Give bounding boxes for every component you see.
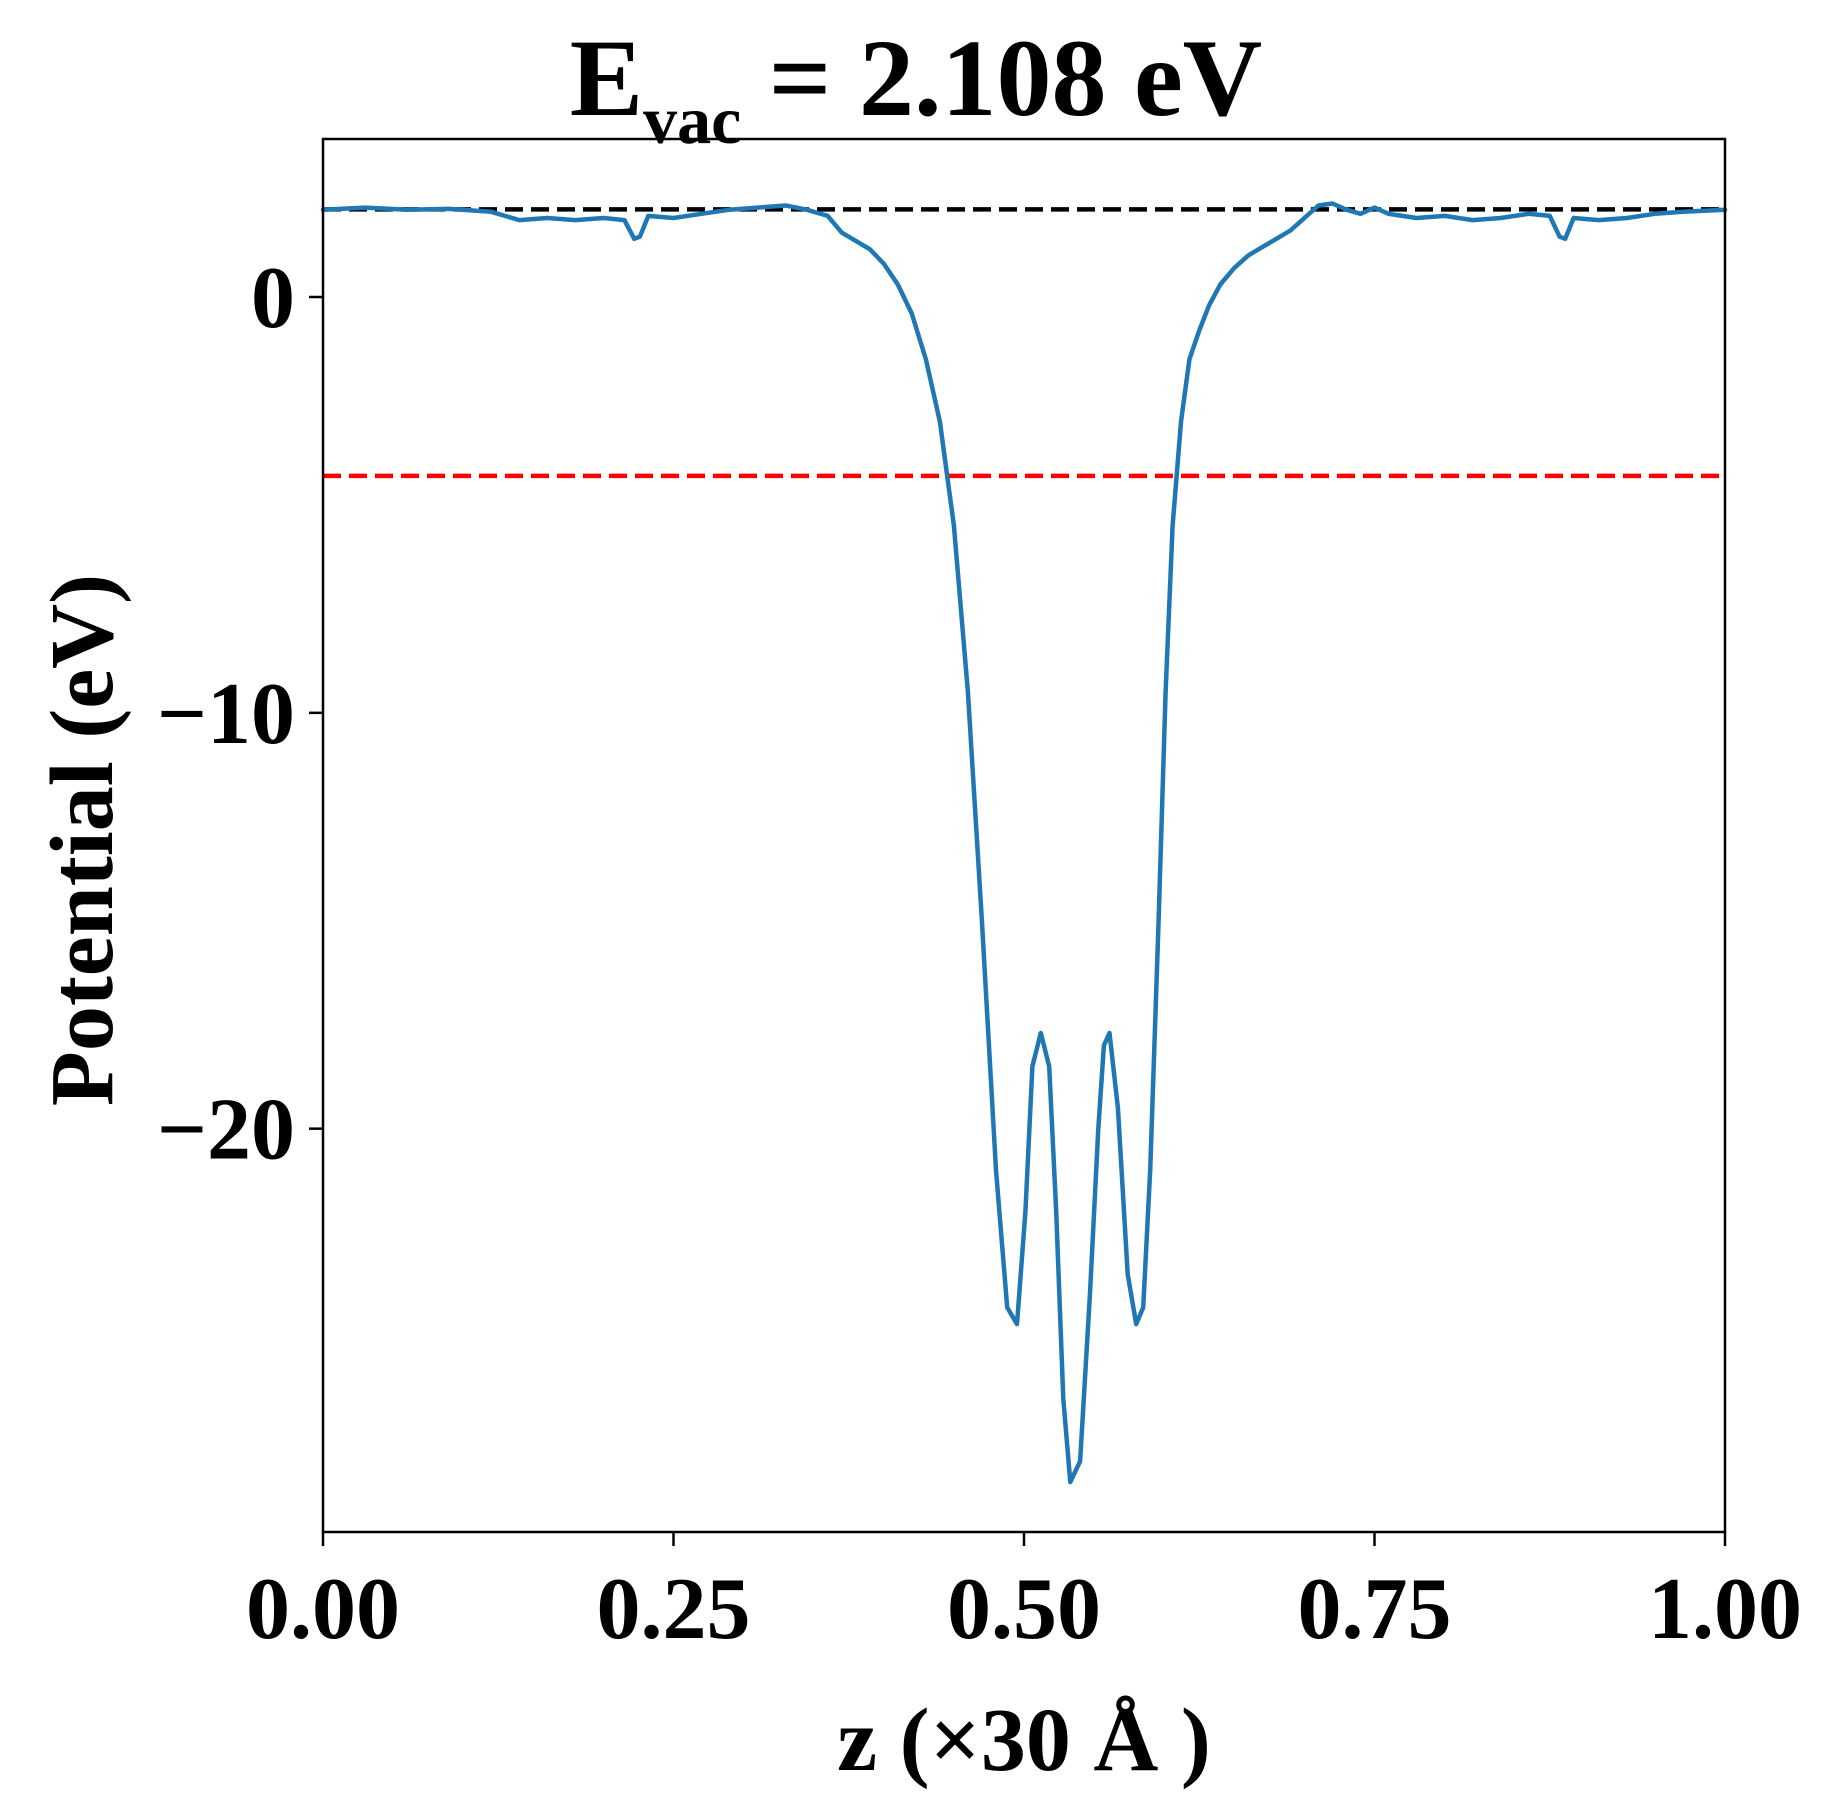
series-line-0	[320, 201, 1728, 1485]
chart-title: Evac = 2.108 eV	[570, 17, 1263, 158]
title-subscript: vac	[643, 82, 741, 158]
y-tick-label: −20	[157, 1082, 295, 1179]
plot-area	[320, 201, 1728, 1485]
y-tick-label: 0	[251, 250, 295, 347]
y-axis-label: Potential (eV)	[33, 574, 132, 1106]
x-tick-label: 0.50	[947, 1561, 1101, 1658]
axes: 0.00 0.25 0.50 0.75 1.00 0 −10 −20	[157, 137, 1802, 1658]
x-tick-label: 0.75	[1298, 1561, 1452, 1658]
x-axis-label: z (×30 Å )	[837, 1691, 1211, 1790]
title-rest: = 2.108 eV	[741, 17, 1262, 139]
y-tick-label: −10	[157, 666, 295, 763]
x-tick-label: 0.00	[246, 1561, 400, 1658]
axes-frame	[321, 137, 1727, 1534]
x-tick-label: 1.00	[1648, 1561, 1802, 1658]
x-tick-label: 0.25	[597, 1561, 751, 1658]
title-main: E	[570, 17, 643, 139]
